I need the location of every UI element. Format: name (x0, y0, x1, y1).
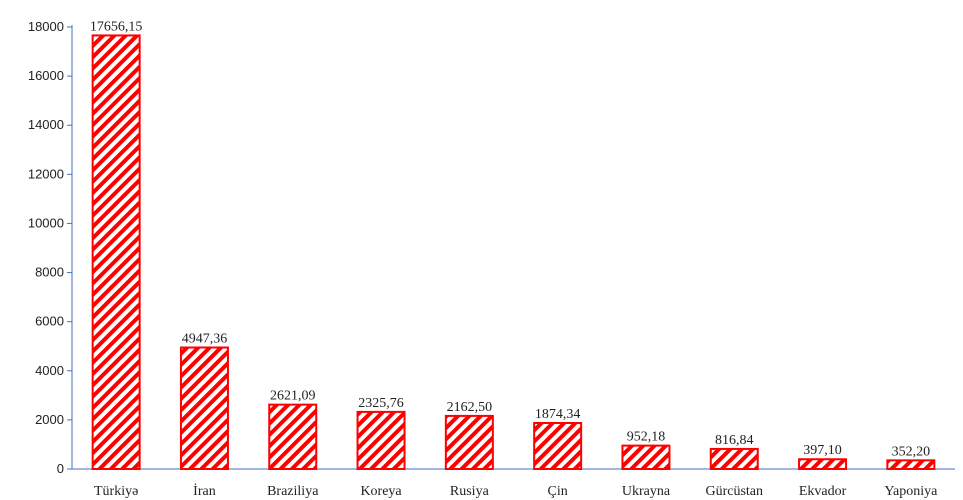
data-label: 2162,50 (447, 400, 493, 415)
bar-5 (533, 421, 583, 471)
bar-8 (798, 458, 848, 471)
y-tick-label: 12000 (28, 166, 64, 181)
bar-7 (709, 447, 759, 471)
y-tick-label: 18000 (28, 19, 64, 34)
y-tick-label: 8000 (35, 265, 64, 280)
data-label: 2621,09 (270, 389, 316, 404)
category-label: Koreya (360, 484, 402, 499)
category-label: Türkiyə (94, 484, 138, 499)
category-label: Rusiya (450, 484, 490, 499)
category-label: Ekvador (799, 484, 847, 499)
data-label: 352,20 (892, 444, 931, 459)
bars (91, 34, 936, 471)
y-tick-label: 2000 (35, 412, 64, 427)
y-tick-label: 4000 (35, 363, 64, 378)
labels: 17656,15 Türkiyə 4947,36 İran 2621,09 Brazili… (90, 19, 938, 499)
bar-3 (356, 410, 406, 471)
category-label: Yaponiya (884, 484, 938, 499)
bar-6 (621, 444, 671, 470)
category-label: Çin (548, 484, 568, 499)
data-label: 952,18 (627, 430, 666, 445)
data-label: 17656,15 (90, 19, 143, 34)
axes: 0 2000 4000 6000 8000 10000 12000 14000 16000 180… (28, 19, 955, 476)
y-tick-label: 0 (57, 461, 64, 476)
bar-1 (179, 346, 229, 471)
y-tick-label: 10000 (28, 215, 64, 230)
data-label: 2325,76 (358, 396, 404, 411)
data-label: 1874,34 (535, 407, 581, 422)
y-tick-label: 16000 (28, 68, 64, 83)
bar-2 (268, 403, 318, 470)
category-label: Ukrayna (622, 484, 671, 499)
category-label: Braziliya (267, 484, 319, 499)
data-label: 4947,36 (182, 332, 228, 347)
bar-0 (91, 34, 141, 471)
y-tick-label: 6000 (35, 314, 64, 329)
data-label: 816,84 (715, 433, 754, 448)
bar-9 (886, 459, 936, 470)
y-tick-label: 14000 (28, 117, 64, 132)
category-label: Gürcüstan (705, 484, 763, 499)
category-label: İran (193, 483, 216, 499)
data-label: 397,10 (803, 443, 842, 458)
bar-4 (444, 414, 494, 471)
